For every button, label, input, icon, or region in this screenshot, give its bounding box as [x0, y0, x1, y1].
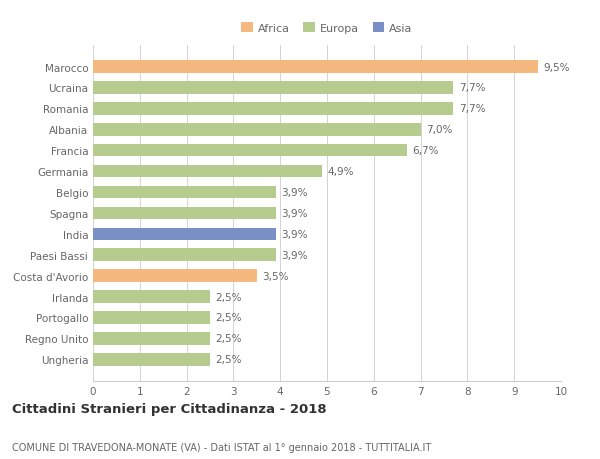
Bar [93, 291, 210, 303]
Text: 2,5%: 2,5% [215, 354, 242, 364]
Bar [93, 186, 275, 199]
Text: 2,5%: 2,5% [215, 292, 242, 302]
Bar [93, 228, 275, 241]
Text: 7,0%: 7,0% [426, 125, 452, 135]
Bar [93, 332, 210, 345]
Bar [93, 353, 210, 366]
Text: 2,5%: 2,5% [215, 334, 242, 344]
Text: 3,9%: 3,9% [281, 230, 308, 239]
Text: 7,7%: 7,7% [459, 104, 485, 114]
Text: 3,9%: 3,9% [281, 188, 308, 197]
Bar [93, 312, 210, 324]
Bar [93, 207, 275, 220]
Bar [93, 82, 454, 95]
Bar [93, 249, 275, 262]
Text: COMUNE DI TRAVEDONA-MONATE (VA) - Dati ISTAT al 1° gennaio 2018 - TUTTITALIA.IT: COMUNE DI TRAVEDONA-MONATE (VA) - Dati I… [12, 442, 431, 452]
Bar [93, 61, 538, 73]
Text: 3,5%: 3,5% [262, 271, 289, 281]
Bar [93, 270, 257, 282]
Text: 3,9%: 3,9% [281, 250, 308, 260]
Bar [93, 124, 421, 136]
Legend: Africa, Europa, Asia: Africa, Europa, Asia [241, 23, 413, 34]
Text: 6,7%: 6,7% [412, 146, 439, 156]
Text: 2,5%: 2,5% [215, 313, 242, 323]
Text: 4,9%: 4,9% [328, 167, 355, 177]
Text: 7,7%: 7,7% [459, 83, 485, 93]
Bar [93, 145, 407, 157]
Text: 3,9%: 3,9% [281, 208, 308, 218]
Text: Cittadini Stranieri per Cittadinanza - 2018: Cittadini Stranieri per Cittadinanza - 2… [12, 403, 326, 415]
Bar [93, 165, 322, 178]
Bar [93, 103, 454, 115]
Text: 9,5%: 9,5% [543, 62, 570, 73]
